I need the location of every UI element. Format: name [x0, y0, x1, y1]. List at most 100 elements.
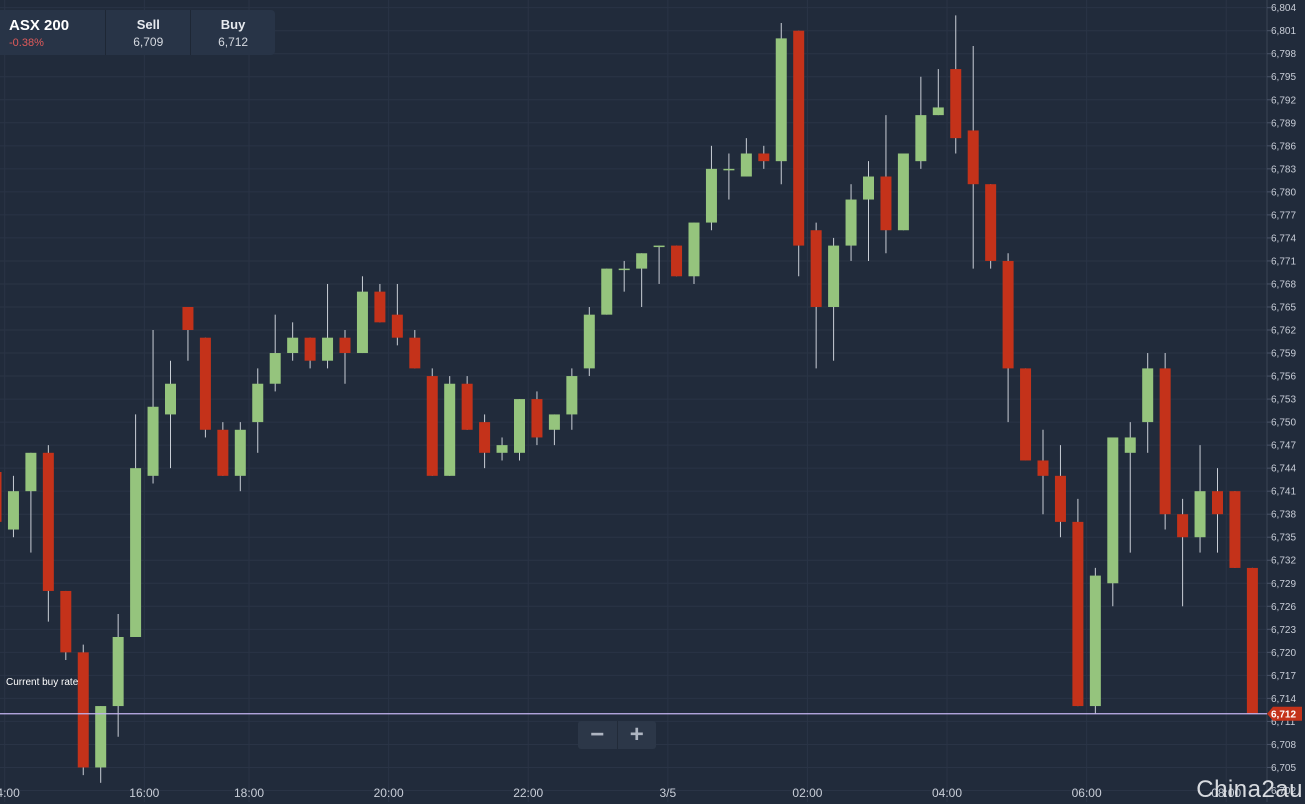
y-tick-label: 6,783 — [1271, 164, 1296, 175]
candle-up — [1107, 437, 1119, 584]
buy-button[interactable]: Buy 6,712 — [191, 10, 275, 55]
y-tick-label: 6,744 — [1271, 464, 1296, 475]
candle-up — [1142, 368, 1154, 423]
candle-up — [863, 176, 874, 200]
x-tick-label: 06:00 — [1072, 786, 1102, 800]
y-tick-label: 6,705 — [1271, 763, 1296, 774]
candle-up — [740, 153, 752, 177]
candle-up — [444, 383, 456, 476]
candle-down — [810, 230, 822, 307]
y-tick-label: 6,756 — [1271, 372, 1296, 383]
candle-up — [845, 199, 857, 246]
candle-down — [409, 337, 421, 369]
time-axis: 14:00 16:00 18:00 20:00 22:00 3/5 02:00 04:00 06… — [0, 786, 1242, 800]
candle-down — [461, 383, 473, 430]
candle-series — [0, 15, 1258, 783]
candle-down — [199, 337, 211, 430]
candle-down — [1020, 368, 1032, 461]
y-tick-label: 6,759 — [1271, 349, 1296, 360]
zoom-out-button[interactable]: − — [578, 721, 618, 749]
y-tick-label: 6,795 — [1271, 72, 1296, 83]
candle-up — [252, 383, 264, 423]
y-tick-label: 6,720 — [1271, 648, 1296, 659]
y-tick-label: 6,738 — [1271, 510, 1296, 521]
x-tick-label: 22:00 — [513, 786, 543, 800]
y-tick-label: 6,735 — [1271, 533, 1296, 544]
candle-up — [618, 268, 630, 271]
candle-up — [705, 168, 717, 223]
candle-down — [77, 652, 89, 768]
y-tick-label: 6,717 — [1271, 671, 1296, 682]
candle-down — [391, 314, 403, 338]
y-tick-label: 6,723 — [1271, 625, 1296, 636]
y-tick-label: 6,708 — [1271, 740, 1296, 751]
candle-up — [95, 706, 107, 768]
candle-down — [182, 306, 194, 331]
y-tick-label: 6,750 — [1271, 418, 1296, 429]
x-tick-label: 3/5 — [659, 786, 676, 800]
candle-up — [1124, 437, 1136, 453]
candle-down — [967, 130, 979, 185]
candle-up — [915, 115, 927, 162]
candle-down — [1159, 368, 1171, 515]
sell-price: 6,709 — [133, 34, 164, 49]
candle-down — [880, 176, 892, 231]
candle-down — [217, 429, 229, 476]
x-tick-label: 14:00 — [0, 786, 20, 800]
candle-down — [42, 452, 54, 591]
buy-price: 6,712 — [218, 34, 249, 49]
y-tick-label: 6,789 — [1271, 118, 1296, 129]
x-tick-label: 02:00 — [792, 786, 822, 800]
y-tick-label: 6,804 — [1271, 3, 1296, 14]
y-tick-label: 6,726 — [1271, 602, 1296, 613]
candle-up — [496, 445, 508, 453]
candle-down — [1229, 491, 1241, 568]
candle-up — [514, 399, 525, 453]
current-buy-rate-value: 6,712 — [1271, 710, 1296, 721]
instrument-cell[interactable]: ASX 200 -0.38% — [0, 10, 107, 55]
candle-up — [1194, 491, 1206, 538]
y-tick-label: 6,732 — [1271, 556, 1296, 567]
candle-down — [1072, 521, 1084, 707]
candle-up — [653, 245, 665, 248]
y-tick-label: 6,741 — [1271, 487, 1296, 498]
y-tick-label: 6,729 — [1271, 579, 1296, 590]
y-tick-label: 6,711 — [1271, 717, 1296, 728]
candle-up — [723, 168, 735, 171]
candle-up — [601, 268, 613, 315]
candle-up — [322, 337, 334, 361]
y-tick-label: 6,774 — [1271, 233, 1296, 244]
candle-down — [758, 153, 770, 162]
watermark-logo: China2au — [1196, 776, 1303, 803]
candle-down — [479, 422, 491, 453]
instrument-change: -0.38% — [9, 36, 44, 49]
candle-up — [583, 314, 595, 369]
candle-down — [671, 245, 683, 277]
candle-down — [1212, 491, 1223, 515]
y-tick-label: 6,753 — [1271, 395, 1296, 406]
candle-up — [130, 468, 142, 637]
candle-down — [0, 471, 2, 522]
candle-down — [304, 337, 316, 361]
current-buy-rate-line: 6,712 — [0, 706, 1302, 721]
candle-down — [1054, 475, 1066, 522]
x-tick-label: 08:00 — [1211, 786, 1241, 800]
candle-up — [897, 153, 909, 231]
candle-up — [775, 38, 787, 162]
sell-label: Sell — [136, 16, 160, 32]
current-buy-rate-label: Current buy rate — [6, 677, 79, 688]
instrument-quote-panel[interactable]: ASX 200 -0.38% Sell 6,709 Buy 6,712 — [0, 10, 275, 55]
candle-up — [234, 429, 246, 476]
candle-up — [828, 245, 840, 307]
candle-up — [548, 414, 560, 430]
candle-up — [688, 222, 700, 277]
candle-down — [985, 184, 997, 261]
y-tick-label: 6,714 — [1271, 694, 1296, 705]
candle-down — [1177, 514, 1189, 538]
candle-up — [636, 253, 648, 269]
candle-up — [287, 337, 299, 354]
zoom-in-button[interactable]: + — [629, 721, 644, 748]
candle-up — [932, 107, 944, 116]
sell-button[interactable]: Sell 6,709 — [106, 10, 192, 55]
